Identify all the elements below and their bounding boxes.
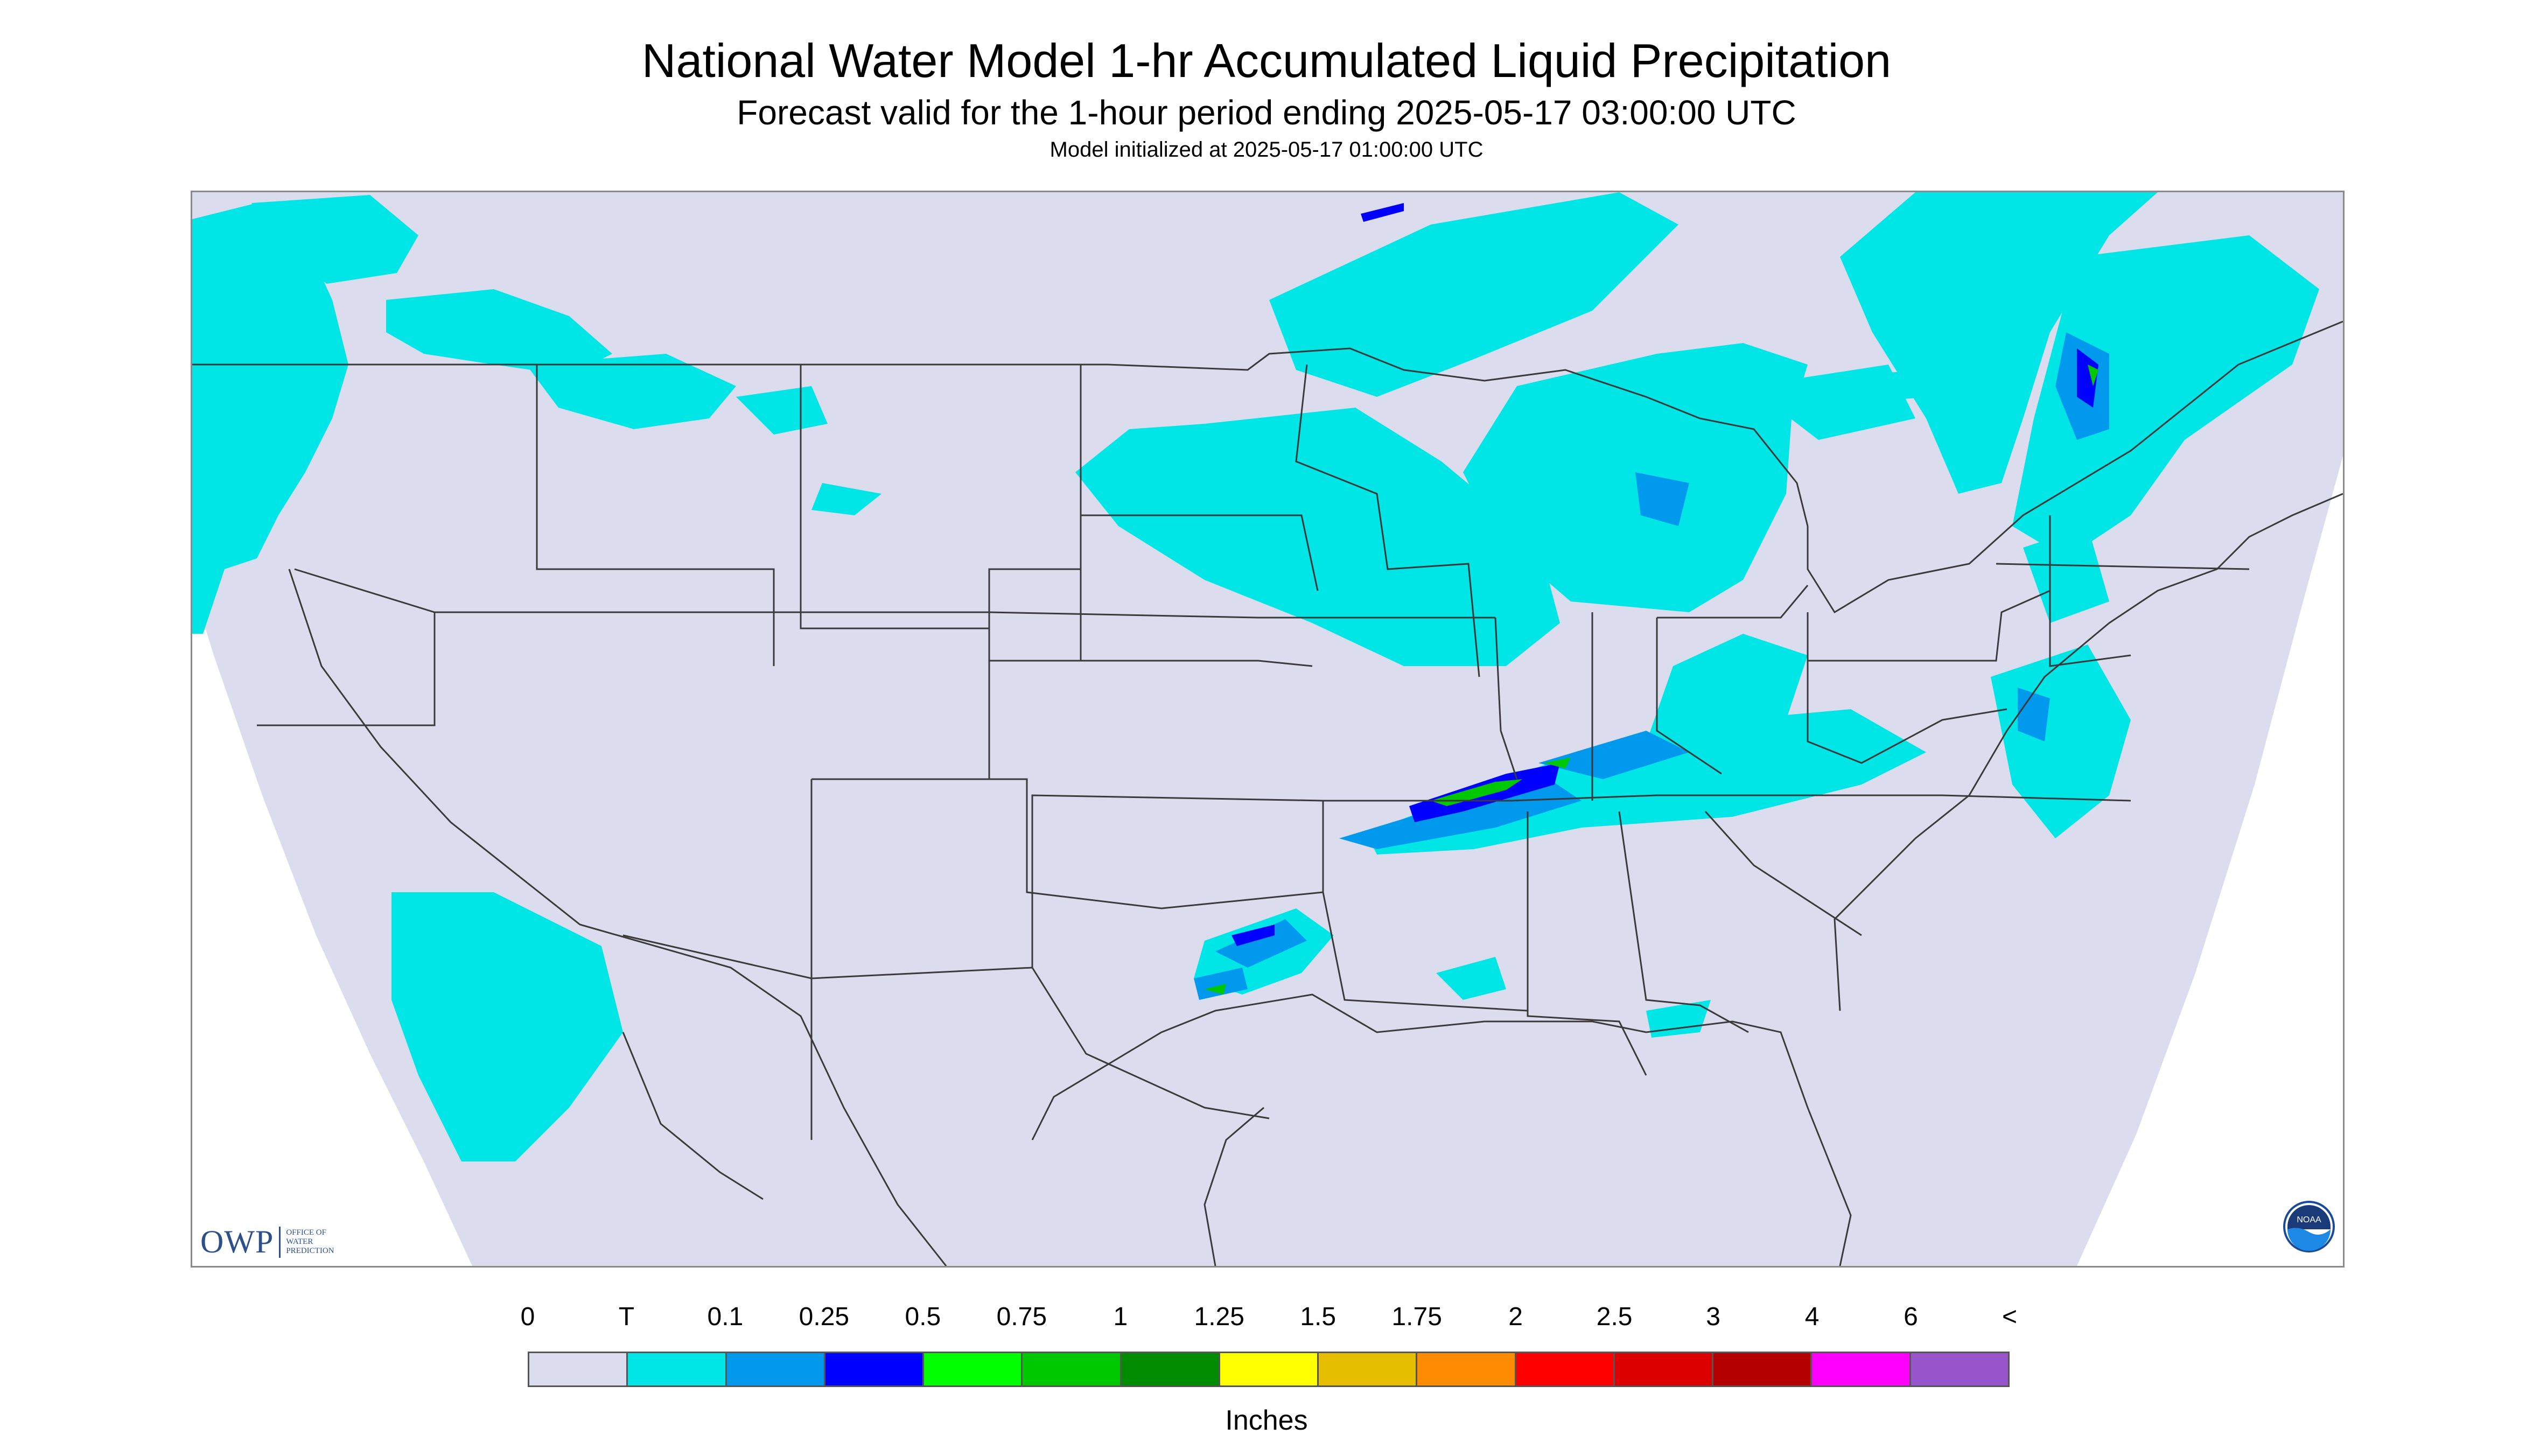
owp-logo: OWP OFFICE OF WATER PREDICTION [200, 1223, 334, 1261]
legend-swatch [628, 1353, 727, 1385]
precipitation-map [191, 191, 2345, 1268]
owp-logo-line-3: PREDICTION [286, 1247, 334, 1255]
owp-logo-text: OWP [200, 1224, 274, 1259]
legend-swatch [1319, 1353, 1418, 1385]
legend-swatch [1220, 1353, 1319, 1385]
owp-logo-subtext: OFFICE OF WATER PREDICTION [286, 1228, 334, 1256]
legend-label: 6 [1904, 1303, 1918, 1331]
legend-label: T [618, 1303, 635, 1331]
precip-moderate-areas [1194, 332, 2109, 1000]
legend-swatch [924, 1353, 1023, 1385]
legend-swatch [1023, 1353, 1122, 1385]
legend-label: 2 [1508, 1303, 1523, 1331]
political-boundaries [192, 320, 2343, 1266]
owp-logo-divider [279, 1226, 281, 1258]
legend-swatch [1417, 1353, 1516, 1385]
legend-swatch [1121, 1353, 1220, 1385]
legend-label: 0.5 [905, 1303, 941, 1331]
legend-label: 1.75 [1391, 1303, 1442, 1331]
legend-swatch [726, 1353, 825, 1385]
legend-labels: 0 T 0.1 0.25 0.5 0.75 1 1.25 1.5 1.75 2 2.5 3 4 6 < [0, 1302, 2533, 1340]
legend-swatch [1713, 1353, 1813, 1385]
legend-label: 0.25 [799, 1303, 850, 1331]
legend-label: 4 [1804, 1303, 1820, 1331]
owp-logo-line-1: OFFICE OF [286, 1228, 326, 1237]
legend-label: 2.5 [1596, 1303, 1633, 1331]
outside-domain-right [2077, 456, 2343, 1266]
legend-swatch [529, 1353, 628, 1385]
legend-label: 0.75 [996, 1303, 1047, 1331]
legend-color-bar [528, 1352, 2010, 1387]
legend-swatch [1812, 1353, 1911, 1385]
map-title: National Water Model 1-hr Accumulated Li… [641, 34, 1892, 87]
model-init-line: Model initialized at 2025-05-17 01:00:00… [1049, 138, 1484, 162]
legend-label: 0.1 [707, 1303, 744, 1331]
precip-trace-areas [192, 192, 2319, 1161]
legend-swatch [1614, 1353, 1714, 1385]
legend-label: 1.25 [1194, 1303, 1244, 1331]
owp-logo-line-2: WATER [286, 1237, 313, 1246]
legend-units-label: Inches [1225, 1405, 1308, 1436]
map-subtitle: Forecast valid for the 1-hour period end… [737, 93, 1796, 132]
legend-label: 1 [1113, 1303, 1128, 1331]
legend-label: 0 [520, 1303, 535, 1331]
noaa-logo-text: NOAA [2297, 1215, 2321, 1224]
legend-label: 3 [1706, 1303, 1720, 1331]
legend-label: < [2002, 1303, 2018, 1331]
legend-swatch [825, 1353, 925, 1385]
outside-domain-left [192, 585, 472, 1266]
legend-label: 1.5 [1300, 1303, 1337, 1331]
legend-swatch [1911, 1353, 2008, 1385]
noaa-logo-icon: NOAA [2283, 1201, 2335, 1252]
precip-intense-areas [1205, 365, 2098, 995]
legend-swatch [1516, 1353, 1615, 1385]
